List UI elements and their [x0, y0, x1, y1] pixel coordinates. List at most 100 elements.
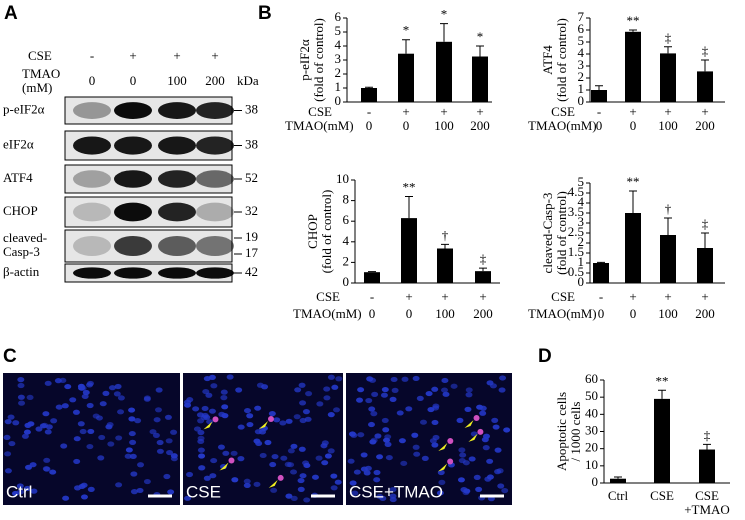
nucleus — [128, 416, 136, 422]
nucleus — [465, 392, 473, 398]
nucleus — [209, 473, 217, 479]
nucleus — [165, 438, 173, 444]
y-tick-label: 50 — [585, 388, 598, 403]
significance: ‡ — [665, 30, 672, 45]
nucleus — [284, 461, 292, 467]
protein-label: cleaved- — [3, 230, 47, 245]
x-tick-label: Ctrl — [608, 488, 629, 503]
nucleus — [357, 387, 365, 393]
significance: * — [441, 7, 448, 22]
nucleus — [130, 489, 138, 495]
y-tick-label: 30 — [585, 422, 598, 437]
y-tick-label: 60 — [585, 371, 598, 386]
nucleus — [303, 462, 311, 469]
nucleus — [12, 420, 20, 426]
x-tick-label: + — [701, 104, 708, 119]
nucleus — [73, 436, 81, 442]
x-tick-label: 100 — [434, 118, 454, 133]
micrograph — [3, 373, 180, 505]
y-tick-label: 2 — [335, 65, 342, 80]
nucleus — [330, 473, 338, 479]
band — [158, 202, 196, 222]
nucleus — [464, 406, 472, 412]
nucleus — [42, 411, 50, 417]
micrograph-label: Ctrl — [6, 482, 32, 501]
nucleus — [382, 427, 390, 433]
y-tick-label: 2 — [578, 69, 585, 84]
nucleus — [425, 390, 433, 397]
tunel-cell — [477, 428, 484, 435]
nucleus — [297, 477, 305, 484]
nucleus — [136, 487, 144, 494]
error-bar — [703, 443, 711, 450]
nucleus — [16, 489, 24, 495]
band — [196, 170, 234, 188]
lane-label: - — [90, 48, 94, 63]
nucleus — [311, 474, 319, 480]
x-tick-label: 0 — [630, 306, 637, 321]
nucleus — [374, 433, 382, 439]
nucleus — [117, 395, 125, 401]
y-tick-label: 6 — [335, 9, 342, 24]
x-tick-label: 100 — [658, 118, 678, 133]
y-tick-label: 1 — [335, 79, 342, 94]
nucleus — [384, 434, 392, 440]
nucleus — [473, 474, 481, 480]
nucleus — [7, 414, 15, 420]
error-bar — [614, 476, 622, 479]
nucleus — [298, 446, 306, 452]
x-tick-label: - — [370, 289, 374, 304]
nucleus — [360, 452, 368, 458]
bar — [654, 398, 670, 483]
significance: ‡ — [480, 251, 487, 266]
protein-label: CHOP — [3, 203, 38, 218]
nucleus — [285, 418, 293, 424]
y-tick-label: 4 — [335, 37, 342, 52]
panel-label: B — [258, 3, 272, 24]
lane-label: 0 — [89, 73, 96, 88]
nucleus — [237, 456, 245, 462]
significance: † — [665, 201, 672, 216]
error-bar — [701, 232, 709, 248]
kda-value: 32 — [245, 203, 258, 218]
nucleus — [353, 469, 361, 475]
row-label: TMAO — [22, 66, 60, 81]
protein-label: ATF4 — [3, 170, 33, 185]
y-tick-label: 8 — [343, 192, 350, 207]
x-tick-label: 200 — [695, 118, 715, 133]
significance: ** — [627, 174, 640, 189]
nucleus — [321, 460, 329, 466]
nucleus — [98, 434, 106, 441]
error-bar — [629, 29, 637, 32]
band — [196, 202, 234, 222]
nucleus — [184, 402, 192, 408]
y-tick-label: 5 — [335, 23, 342, 38]
nucleus — [193, 426, 201, 432]
nucleus — [73, 485, 81, 491]
bar — [475, 271, 491, 283]
nucleus — [458, 457, 466, 464]
nucleus — [264, 439, 272, 446]
band — [114, 136, 152, 155]
band — [196, 236, 234, 256]
nucleus — [270, 487, 278, 493]
y-tick-label: 4.5 — [568, 184, 584, 199]
x-tick-label: + — [441, 289, 448, 304]
error-bar — [405, 195, 413, 219]
nucleus — [441, 377, 449, 384]
x-tick-label: 0 — [406, 306, 413, 321]
nucleus — [384, 441, 392, 447]
nucleus — [163, 473, 171, 480]
nucleus — [398, 438, 406, 444]
nucleus — [170, 456, 178, 462]
nucleus — [389, 496, 397, 503]
tunel-cell — [277, 474, 284, 481]
nucleus — [320, 443, 328, 449]
band — [158, 267, 196, 279]
nucleus — [290, 469, 298, 475]
nucleus — [107, 441, 115, 447]
nucleus — [486, 380, 494, 386]
nucleus — [429, 438, 437, 444]
nucleus — [476, 404, 484, 410]
